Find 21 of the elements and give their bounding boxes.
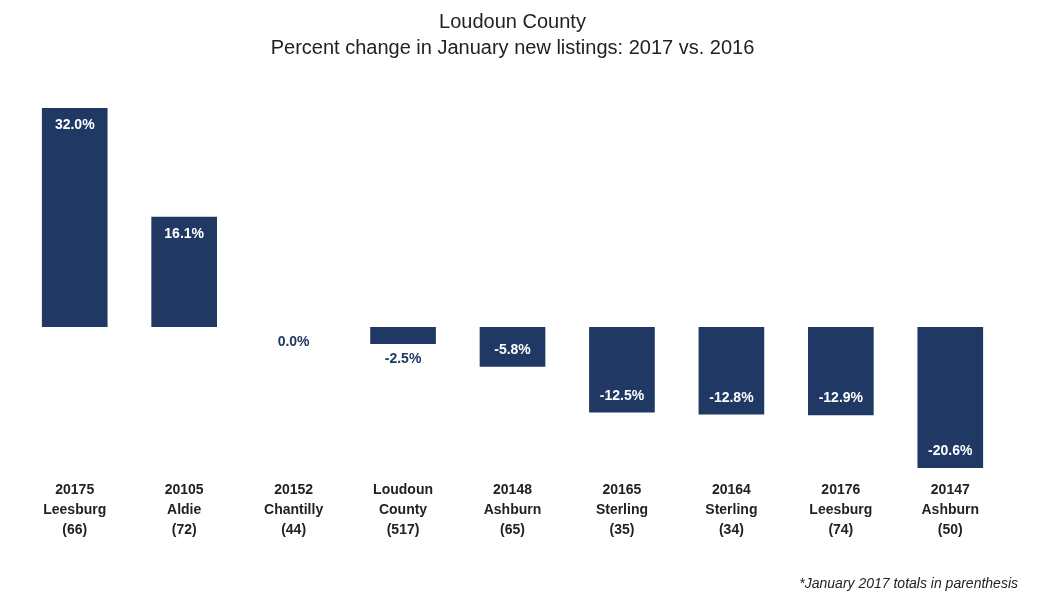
x-tick-label: Loudoun County (517) xyxy=(373,480,433,537)
data-label: 0.0% xyxy=(277,333,311,350)
data-label: -2.5% xyxy=(384,350,422,367)
chart-subtitle: Percent change in January new listings: 2017 vs. 2016 xyxy=(270,36,755,58)
x-tick-label: 20147 Ashburn (50) xyxy=(921,480,980,537)
data-label: 16.1% xyxy=(164,224,205,241)
text: *January 2017 totals in parenthesis xyxy=(799,575,1018,591)
x-tick-label: 20148 Ashburn (65) xyxy=(483,480,542,537)
x-tick-label: 20164 Sterling (34) xyxy=(705,480,758,537)
data-label: 32.0% xyxy=(54,116,96,132)
data-label: -12.8% xyxy=(709,388,755,405)
data-label: -20.6% xyxy=(928,442,974,458)
chart-title: Loudoun County xyxy=(439,10,586,32)
data-label: -12.9% xyxy=(818,389,864,406)
data-label: -5.8% xyxy=(494,340,532,357)
x-tick-label: 20176 Leesburg (74) xyxy=(809,480,873,537)
x-tick-label: 20152 Chantilly (44) xyxy=(264,480,324,537)
x-tick-label: 20175 Leesburg (66) xyxy=(43,480,107,537)
x-tick-label: 20165 Sterling (35) xyxy=(595,480,649,537)
x-tick-label: 20105 Aldie (72) xyxy=(164,480,204,537)
data-label: -12.5% xyxy=(599,386,645,403)
